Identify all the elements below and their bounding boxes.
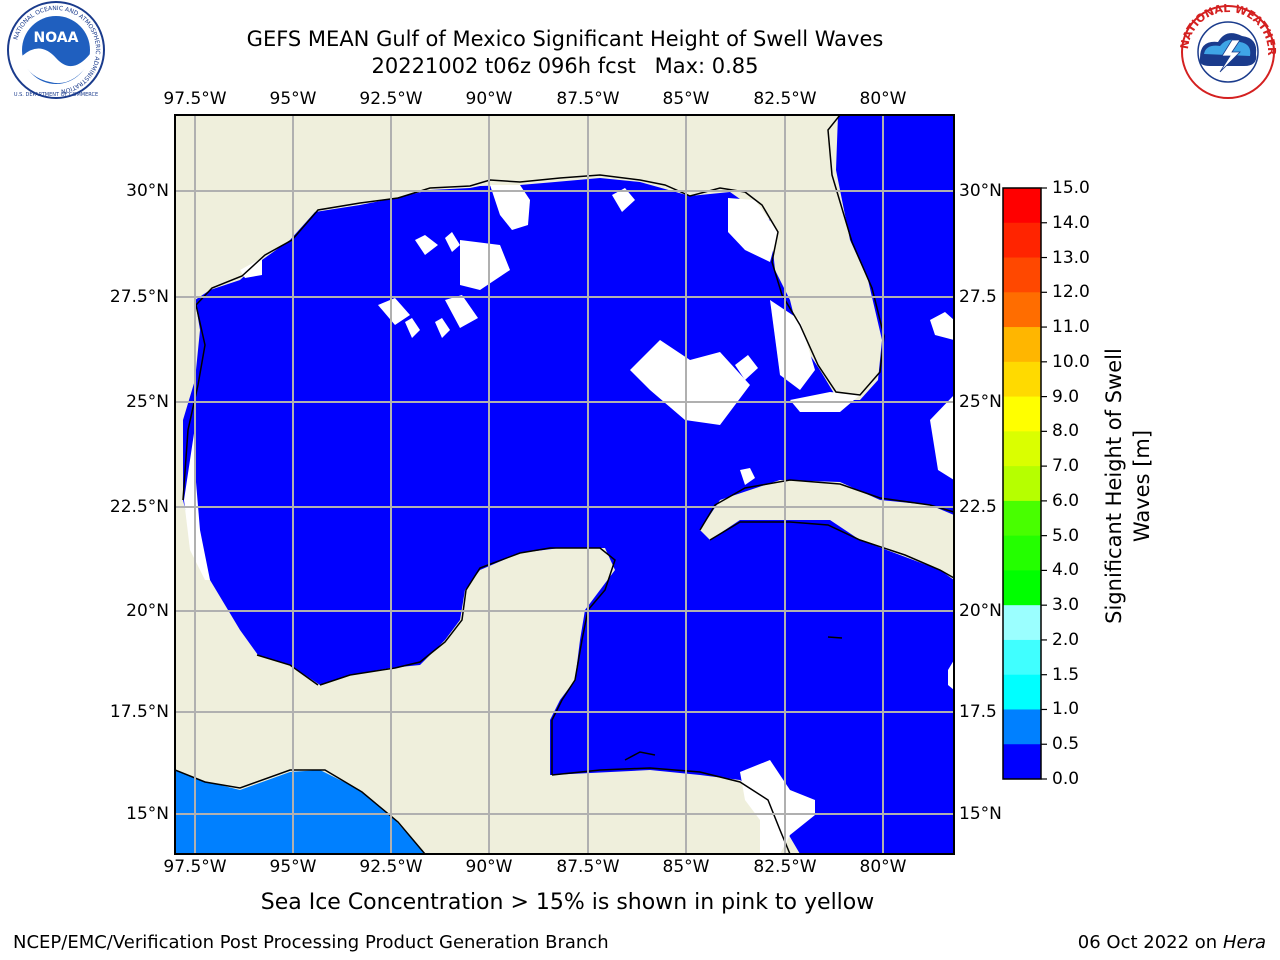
lon-tick-bottom: 90°W (465, 857, 513, 877)
lat-tick-right: 30°N (959, 181, 1002, 201)
colorbar-tick-label: 10.0 (1052, 351, 1090, 372)
colorbar-bin (1003, 535, 1041, 571)
colorbar-bin (1003, 222, 1041, 259)
lon-tick-top: 85°W (662, 89, 710, 109)
lat-tick-left: 22.5°N (109, 497, 169, 517)
colorbar-bin (1003, 709, 1041, 745)
colorbar-tick-label: 9.0 (1052, 386, 1080, 407)
colorbar-bin (1003, 466, 1041, 502)
lat-tick-left: 15°N (126, 804, 169, 824)
colorbar-tick-label: 2.0 (1052, 629, 1080, 650)
chart-subtitle: 20221002 t06z 096h fcst Max: 0.85 (0, 54, 1130, 78)
lon-tick-bottom: 82.5°W (753, 857, 817, 877)
colorbar-tick-label: 11.0 (1052, 317, 1090, 338)
noaa-logo-text: NOAA (34, 30, 79, 46)
lon-tick-top: 97.5°W (163, 89, 227, 109)
colorbar-bin (1003, 396, 1041, 432)
map-area (175, 115, 954, 854)
colorbar-tick-label: 8.0 (1052, 421, 1080, 442)
colorbar-tick-label: 0.5 (1052, 734, 1080, 755)
colorbar-tick-label: 0.0 (1052, 769, 1080, 789)
colorbar (1003, 187, 1047, 780)
colorbar-bin (1003, 744, 1041, 780)
footer-date-text: 06 Oct 2022 on (1077, 932, 1223, 953)
colorbar-bin (1003, 431, 1041, 467)
lat-tick-right: 25°N (959, 392, 1002, 412)
pacific-swell-area (175, 770, 425, 854)
gulf-coastline (182, 115, 885, 501)
colorbar-bin (1003, 674, 1041, 710)
lon-tick-top: 92.5°W (359, 89, 423, 109)
lon-tick-bottom: 85°W (662, 857, 710, 877)
lon-tick-top: 87.5°W (556, 89, 620, 109)
lat-tick-right: 27.5 (959, 287, 997, 307)
lat-tick-left: 30°N (126, 181, 169, 201)
lon-tick-top: 95°W (269, 89, 317, 109)
footer-credit: NCEP/EMC/Verification Post Processing Pr… (13, 932, 609, 953)
no-data-patches (184, 185, 954, 854)
colorbar-bin (1003, 605, 1041, 641)
gulf-ocean (183, 115, 954, 854)
colorbar-frame (1002, 187, 1042, 780)
lat-tick-right: 15°N (959, 804, 1002, 824)
nws-ring-text: NATIONAL WEATHER SERVICE (0, 0, 1278, 56)
honduras-coastline (551, 767, 791, 854)
lon-tick-bottom: 80°W (859, 857, 907, 877)
colorbar-tick-label: 7.0 (1052, 456, 1080, 477)
colorbar-label: Significant Height of Swell Waves [m] (1102, 348, 1154, 624)
colorbar-tick-label: 12.0 (1052, 282, 1090, 303)
max-value: Max: 0.85 (654, 54, 759, 78)
lat-tick-left: 27.5°N (109, 287, 169, 307)
colorbar-bin (1003, 570, 1041, 606)
noaa-bottom-text: U.S. DEPARTMENT OF COMMERCE (14, 92, 98, 98)
colorbar-tick-label: 1.0 (1052, 699, 1080, 720)
colorbar-tick-label: 3.0 (1052, 595, 1080, 616)
yucatan-coastline (319, 547, 616, 775)
colorbar-bin (1003, 188, 1041, 224)
lat-tick-right: 17.5 (959, 702, 997, 722)
colorbar-tick-label: 1.5 (1052, 664, 1080, 685)
colorbar-tick-label: 15.0 (1052, 178, 1090, 198)
lon-tick-bottom: 97.5°W (163, 857, 227, 877)
noaa-logo: NOAA NATIONAL OCEANIC AND ATMOSPHERIC AD… (7, 1, 105, 99)
cuba-south-coastline (709, 521, 954, 579)
footer-host: Hera (1222, 932, 1266, 953)
lon-tick-top: 80°W (859, 89, 907, 109)
colorbar-bin (1003, 361, 1041, 398)
lon-tick-bottom: 87.5°W (556, 857, 620, 877)
colorbar-bin (1003, 639, 1041, 676)
lon-tick-bottom: 95°W (269, 857, 317, 877)
sea-ice-caption: Sea Ice Concentration > 15% is shown in … (260, 890, 875, 915)
lat-tick-left: 20°N (126, 601, 169, 621)
colorbar-tick-label: 14.0 (1052, 212, 1090, 233)
colorbar-bin (1003, 327, 1041, 363)
lat-tick-left: 17.5°N (109, 702, 169, 722)
colorbar-bin (1003, 292, 1041, 328)
colorbar-tick-label: 5.0 (1052, 525, 1080, 546)
lon-tick-top: 90°W (465, 89, 513, 109)
lat-tick-right: 20°N (959, 601, 1002, 621)
cuba-coastline (699, 479, 954, 531)
gridlines (175, 115, 954, 854)
colorbar-bin (1003, 257, 1041, 293)
footer-date: 06 Oct 2022 on Hera (1078, 932, 1266, 953)
colorbar-tick-label: 6.0 (1052, 490, 1080, 511)
svg-text:NATIONAL WEATHER SERVICE: NATIONAL WEATHER SERVICE (0, 0, 1278, 56)
run-info: 20221002 t06z 096h fcst (371, 54, 636, 78)
map-frame (174, 114, 955, 855)
lat-tick-left: 25°N (126, 392, 169, 412)
lon-tick-top: 82.5°W (753, 89, 817, 109)
colorbar-tick-label: 13.0 (1052, 247, 1090, 268)
lat-tick-right: 22.5 (959, 497, 997, 517)
chart-title: GEFS MEAN Gulf of Mexico Significant Hei… (246, 27, 884, 51)
nws-logo: NATIONAL WEATHER SERVICE (0, 0, 1278, 99)
lon-tick-bottom: 92.5°W (359, 857, 423, 877)
colorbar-bin (1003, 500, 1041, 537)
colorbar-tick-label: 4.0 (1052, 560, 1080, 581)
